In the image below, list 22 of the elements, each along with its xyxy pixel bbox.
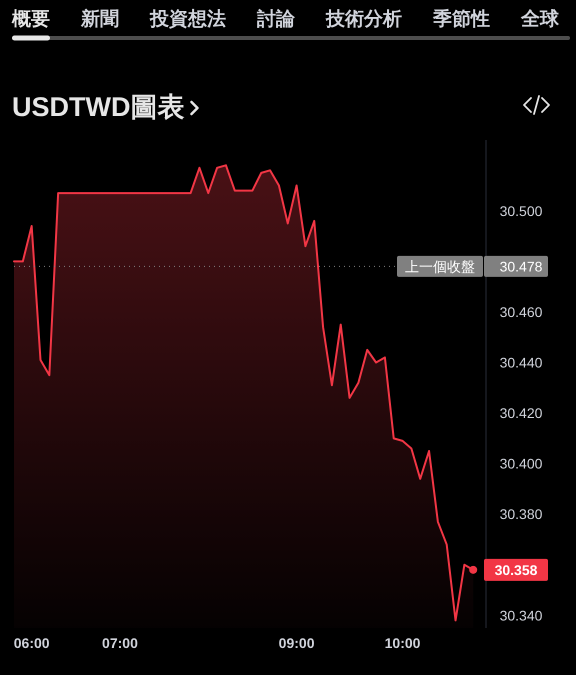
y-tick-label: 30.380	[500, 506, 543, 522]
x-tick-label: 07:00	[102, 635, 138, 651]
y-tick-label: 30.400	[500, 456, 543, 472]
text: 全球	[520, 8, 560, 30]
chart-title: USDTWD圖表	[12, 92, 184, 122]
data-label: 30.358	[494, 562, 538, 578]
text: 季節性	[432, 8, 490, 30]
x-tick-label: 10:00	[384, 635, 421, 651]
text: 技術分析	[325, 9, 402, 30]
x-tick-label: 09:00	[278, 635, 315, 651]
y-tick-label: 30.340	[500, 607, 543, 624]
text: 概要	[11, 9, 50, 30]
text: 討論	[256, 8, 296, 30]
y-tick-label: 30.440	[500, 354, 543, 371]
text: 投資想法	[149, 8, 226, 30]
y-tick-label: 30.478	[500, 258, 543, 274]
x-tick-label: 06:00	[14, 635, 50, 651]
text: 新聞	[80, 8, 119, 30]
y-tick-label: 30.460	[500, 304, 543, 320]
y-tick-label: 30.500	[500, 202, 543, 219]
y-tick-label: 30.420	[500, 405, 543, 422]
ref-line-label: 上一個收盤	[405, 258, 475, 274]
